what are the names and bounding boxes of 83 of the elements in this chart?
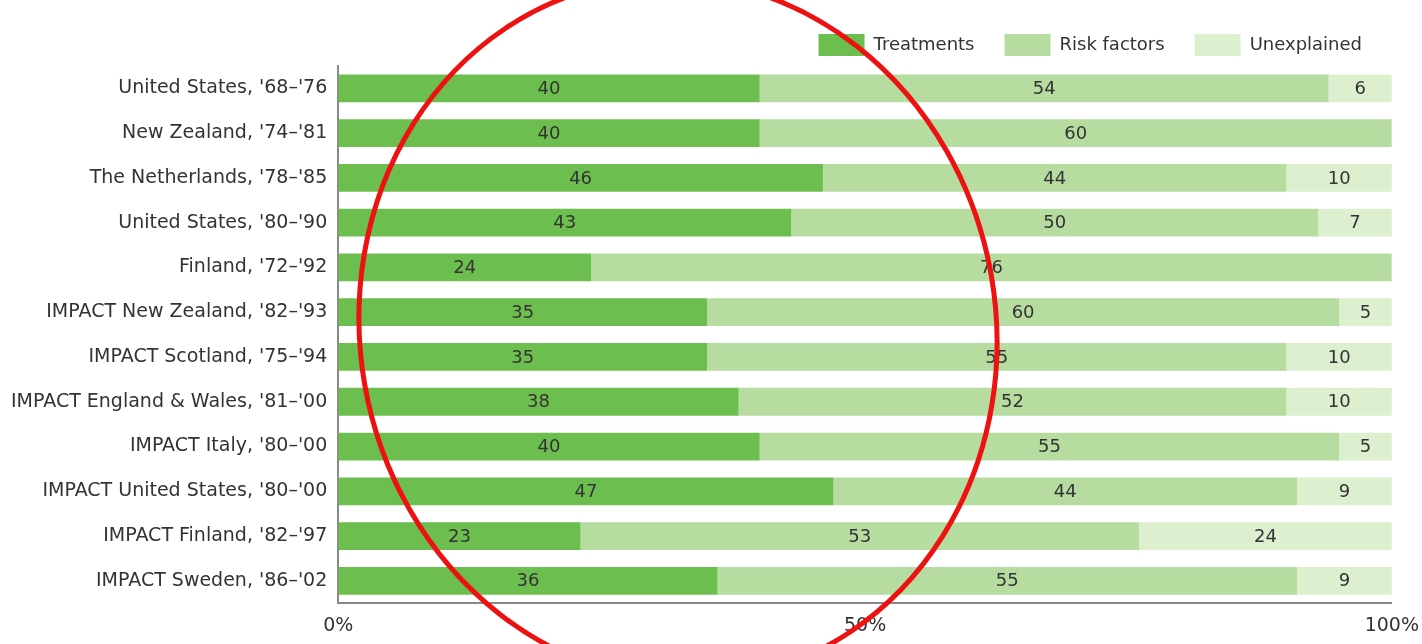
bar	[338, 343, 708, 371]
data-label: 55	[995, 569, 1019, 591]
bar	[338, 74, 760, 103]
bar	[1286, 387, 1392, 416]
data-label: 44	[1043, 166, 1067, 188]
bar	[1318, 208, 1392, 237]
data-label: 46	[569, 166, 593, 188]
bar	[1339, 298, 1392, 327]
data-label: 10	[1327, 345, 1351, 367]
data-label: 47	[574, 479, 598, 501]
bar	[338, 387, 739, 416]
y-tick-label: Finland, '72–'92	[179, 254, 328, 277]
x-tick-label: 100%	[1364, 612, 1419, 635]
y-tick-label: IMPACT Sweden, '86–'02	[96, 567, 328, 590]
data-label: 40	[537, 121, 561, 143]
data-label: 35	[511, 300, 535, 322]
data-label: 38	[527, 390, 550, 412]
bar	[1339, 432, 1392, 461]
data-label: 7	[1349, 211, 1361, 233]
data-label: 5	[1359, 435, 1372, 457]
data-label: 35	[511, 345, 535, 367]
bar	[591, 253, 1392, 282]
data-label: 10	[1327, 166, 1351, 188]
data-label: 43	[553, 211, 577, 233]
bar	[1138, 522, 1392, 550]
data-label: 9	[1338, 479, 1351, 501]
data-label: 6	[1354, 77, 1366, 99]
bar	[1286, 343, 1392, 371]
bar	[791, 208, 1319, 237]
y-tick-label: IMPACT Scotland, '75–'94	[88, 343, 328, 366]
y-tick-label: United States, '68–'76	[118, 75, 328, 98]
bar	[338, 477, 834, 506]
legend-label: Risk factors	[1059, 32, 1165, 54]
data-label: 50	[1043, 211, 1067, 233]
bar	[1297, 566, 1392, 595]
data-label: 36	[516, 569, 540, 591]
data-label: 55	[1037, 435, 1061, 457]
bar	[717, 566, 1298, 595]
bar	[338, 164, 823, 192]
data-label: 24	[453, 256, 477, 278]
bar	[338, 208, 792, 237]
bar	[759, 432, 1340, 461]
bar	[738, 387, 1287, 416]
y-tick-label: IMPACT Finland, '82–'97	[103, 522, 328, 545]
bar	[1328, 74, 1392, 103]
bar	[338, 432, 760, 461]
data-label: 44	[1053, 479, 1077, 501]
bar	[707, 343, 1287, 371]
bar	[1286, 164, 1392, 192]
legend-label: Treatments	[872, 32, 975, 54]
y-tick-label: IMPACT United States, '80–'00	[42, 478, 328, 501]
data-label: 9	[1338, 569, 1351, 591]
data-label: 23	[448, 524, 471, 546]
bar	[580, 522, 1139, 550]
bar	[338, 253, 592, 282]
data-label: 60	[1064, 121, 1088, 143]
bar	[338, 566, 718, 595]
data-label: 5	[1359, 300, 1372, 322]
data-label: 10	[1327, 390, 1351, 412]
y-tick-label: United States, '80–'90	[118, 209, 328, 232]
bar	[338, 119, 760, 148]
y-tick-label: New Zealand, '74–'81	[122, 120, 328, 143]
bar	[338, 298, 708, 327]
bar	[822, 164, 1287, 192]
bar	[707, 298, 1340, 327]
y-tick-label: IMPACT England & Wales, '81–'00	[10, 388, 328, 411]
legend-label: Unexplained	[1249, 32, 1362, 54]
data-label: 53	[848, 524, 872, 546]
data-label: 60	[1011, 300, 1035, 322]
x-tick-label: 0%	[323, 612, 354, 635]
bar	[1297, 477, 1392, 506]
bar	[759, 119, 1392, 148]
y-tick-label: IMPACT New Zealand, '82–'93	[46, 299, 328, 322]
bar	[833, 477, 1298, 506]
data-label: 40	[537, 77, 561, 99]
data-label: 52	[1001, 390, 1025, 412]
data-label: 54	[1032, 77, 1056, 99]
data-label: 40	[537, 435, 561, 457]
y-tick-label: IMPACT Italy, '80–'00	[129, 433, 328, 456]
bar	[338, 522, 581, 550]
bar	[759, 74, 1329, 103]
data-label: 24	[1253, 524, 1277, 546]
y-tick-label: The Netherlands, '78–'85	[88, 164, 328, 187]
